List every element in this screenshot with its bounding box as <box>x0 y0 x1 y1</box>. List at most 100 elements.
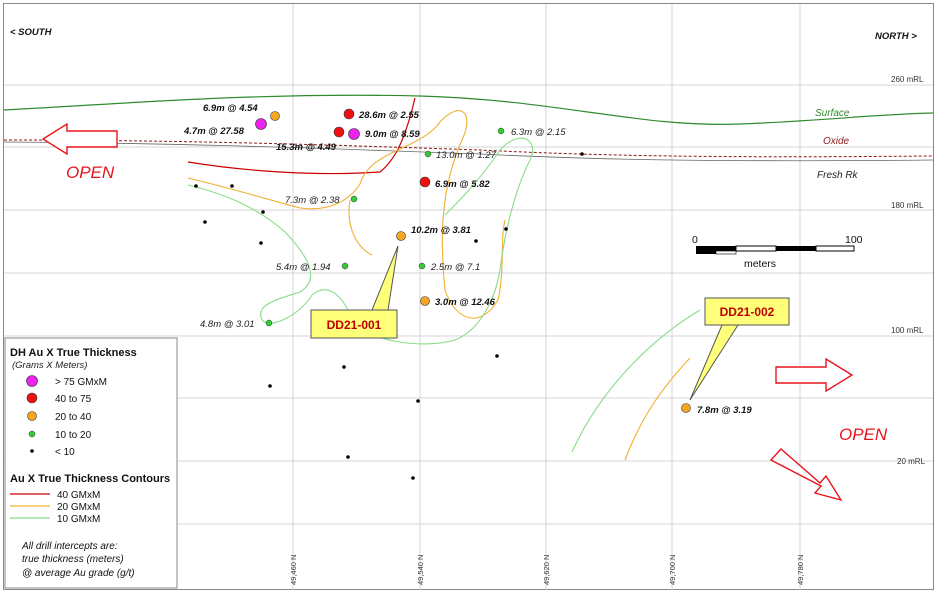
scale-start-label: 0 <box>692 234 698 246</box>
intercept-label-9: 7.3m @ 2.38 <box>285 195 340 206</box>
intercept-marker-15[interactable] <box>681 403 691 413</box>
fresh-rock-boundary-line <box>3 141 934 162</box>
scale-segment <box>776 246 816 251</box>
legend-title: DH Au X True Thickness <box>10 347 137 359</box>
callout-dd21-002[interactable]: DD21-002 <box>689 297 790 401</box>
surface-line <box>3 94 934 125</box>
low-intercept-dot <box>416 399 420 403</box>
scale-bar: 0 100 meters <box>692 234 863 270</box>
intercept-marker-1[interactable] <box>270 111 280 121</box>
open-arrow-south <box>41 122 118 156</box>
scale-segment <box>815 245 855 252</box>
legend-subtitle: (Grams X Meters) <box>12 360 87 371</box>
legend-item-label: 10 to 20 <box>55 430 92 441</box>
scale-segment <box>696 251 716 254</box>
intercept-marker-8[interactable] <box>419 176 431 188</box>
scale-segment <box>715 250 737 255</box>
open-label-north: OPEN <box>839 425 888 444</box>
low-intercept-dot <box>230 184 234 188</box>
low-intercept-dot <box>495 354 499 358</box>
intercept-marker-10[interactable] <box>396 231 406 241</box>
low-intercept-dot <box>504 227 508 231</box>
legend-contour-label: 10 GMxM <box>57 514 100 525</box>
low-intercept-dot <box>268 384 272 388</box>
callout-label-dd21-002: DD21-002 <box>720 305 775 319</box>
south-direction-label: < SOUTH <box>10 27 53 38</box>
fresh-rock-label: Fresh Rk <box>817 170 859 181</box>
legend-contour-title: Au X True Thickness Contours <box>10 473 170 485</box>
northing-label-49780: 49,780 N <box>796 555 805 585</box>
intercept-marker-7[interactable] <box>424 150 432 158</box>
intercept-marker-14[interactable] <box>265 319 273 327</box>
legend-note-line-1: All drill intercepts are: <box>21 541 118 552</box>
intercept-marker-9[interactable] <box>350 195 358 203</box>
intercept-marker-6[interactable] <box>497 127 505 135</box>
legend-marker-40-75 <box>26 392 38 404</box>
legend-contour-label: 20 GMxM <box>57 502 100 513</box>
legend-marker-gt75 <box>26 375 38 387</box>
open-arrow-down-north <box>769 448 843 502</box>
scale-unit-label: meters <box>744 258 776 270</box>
intercept-label-4: 9.0m @ 8.59 <box>365 129 420 140</box>
northing-label-49460: 49,460 N <box>289 555 298 585</box>
northing-label-49540: 49,540 N <box>416 555 425 585</box>
low-intercept-dot <box>474 239 478 243</box>
northing-gridlines <box>292 4 801 590</box>
callout-dd21-001[interactable]: DD21-001 <box>310 245 399 339</box>
low-intercept-dot <box>194 184 198 188</box>
low-intercept-dot <box>203 220 207 224</box>
intercept-label-8: 6.9m @ 5.82 <box>435 179 490 190</box>
elevation-label-260: 260 mRL <box>891 75 924 84</box>
legend-item-label: 40 to 75 <box>55 394 92 405</box>
open-arrow-north <box>775 357 854 393</box>
legend-note-line-3: @ average Au grade (g/t) <box>22 568 135 579</box>
intercept-label-6: 6.3m @ 2.15 <box>511 127 566 138</box>
low-intercept-dot <box>261 210 265 214</box>
intercept-marker-13[interactable] <box>420 296 430 306</box>
intercept-marker-2[interactable] <box>255 118 267 130</box>
northing-label-49620: 49,620 N <box>542 555 551 585</box>
low-grade-intercepts <box>194 152 584 480</box>
northing-label-49700: 49,700 N <box>668 555 677 585</box>
low-intercept-dot <box>342 365 346 369</box>
oxide-label: Oxide <box>823 136 850 147</box>
contour-20-gmxm-inner <box>348 199 373 256</box>
legend-marker-lt10 <box>30 449 34 453</box>
intercept-label-3: 28.6m @ 2.55 <box>358 110 420 121</box>
intercept-label-11: 5.4m @ 1.94 <box>276 262 331 273</box>
intercept-marker-5[interactable] <box>333 126 345 138</box>
intercept-label-2: 4.7m @ 27.58 <box>183 126 245 137</box>
contour-20-gmxm-main <box>187 110 506 319</box>
intercept-label-13: 3.0m @ 12.46 <box>435 297 496 308</box>
intercept-label-5: 15.3m @ 4.49 <box>276 142 337 153</box>
elevation-label-100: 100 mRL <box>891 326 924 335</box>
legend-item-label: 20 to 40 <box>55 412 92 423</box>
callout-box <box>704 297 790 326</box>
callout-box <box>310 309 398 339</box>
legend-item-label: > 75 GMxM <box>55 377 107 388</box>
callout-label-dd21-001: DD21-001 <box>327 318 382 332</box>
scale-segment <box>735 245 777 252</box>
contour-20-gmxm-north <box>624 357 691 461</box>
legend-note-line-2: true thickness (meters) <box>22 554 124 565</box>
intercept-marker-12[interactable] <box>418 262 426 270</box>
elevation-label-180: 180 mRL <box>891 201 924 210</box>
legend-contour-label: 40 GMxM <box>57 490 100 501</box>
open-label-south: OPEN <box>66 163 115 182</box>
contour-40-gmxm <box>187 97 416 175</box>
intercept-marker-4[interactable] <box>348 128 360 140</box>
low-intercept-dot <box>580 152 584 156</box>
oxide-boundary-line <box>3 139 934 158</box>
legend-marker-10-20 <box>28 430 36 438</box>
low-intercept-dot <box>411 476 415 480</box>
intercept-label-10: 10.2m @ 3.81 <box>411 225 471 236</box>
intercept-label-12: 2.5m @ 7.1 <box>430 262 480 273</box>
intercept-labels: 6.9m @ 4.54 4.7m @ 27.58 28.6m @ 2.55 9.… <box>183 103 752 416</box>
intercept-label-7: 13.0m @ 1.27 <box>436 150 497 161</box>
legend-marker-20-40 <box>27 411 37 421</box>
surface-label: Surface <box>815 108 850 119</box>
low-intercept-dot <box>346 455 350 459</box>
intercept-marker-3[interactable] <box>343 108 355 120</box>
intercept-marker-11[interactable] <box>341 262 349 270</box>
north-direction-label: NORTH > <box>875 31 917 42</box>
